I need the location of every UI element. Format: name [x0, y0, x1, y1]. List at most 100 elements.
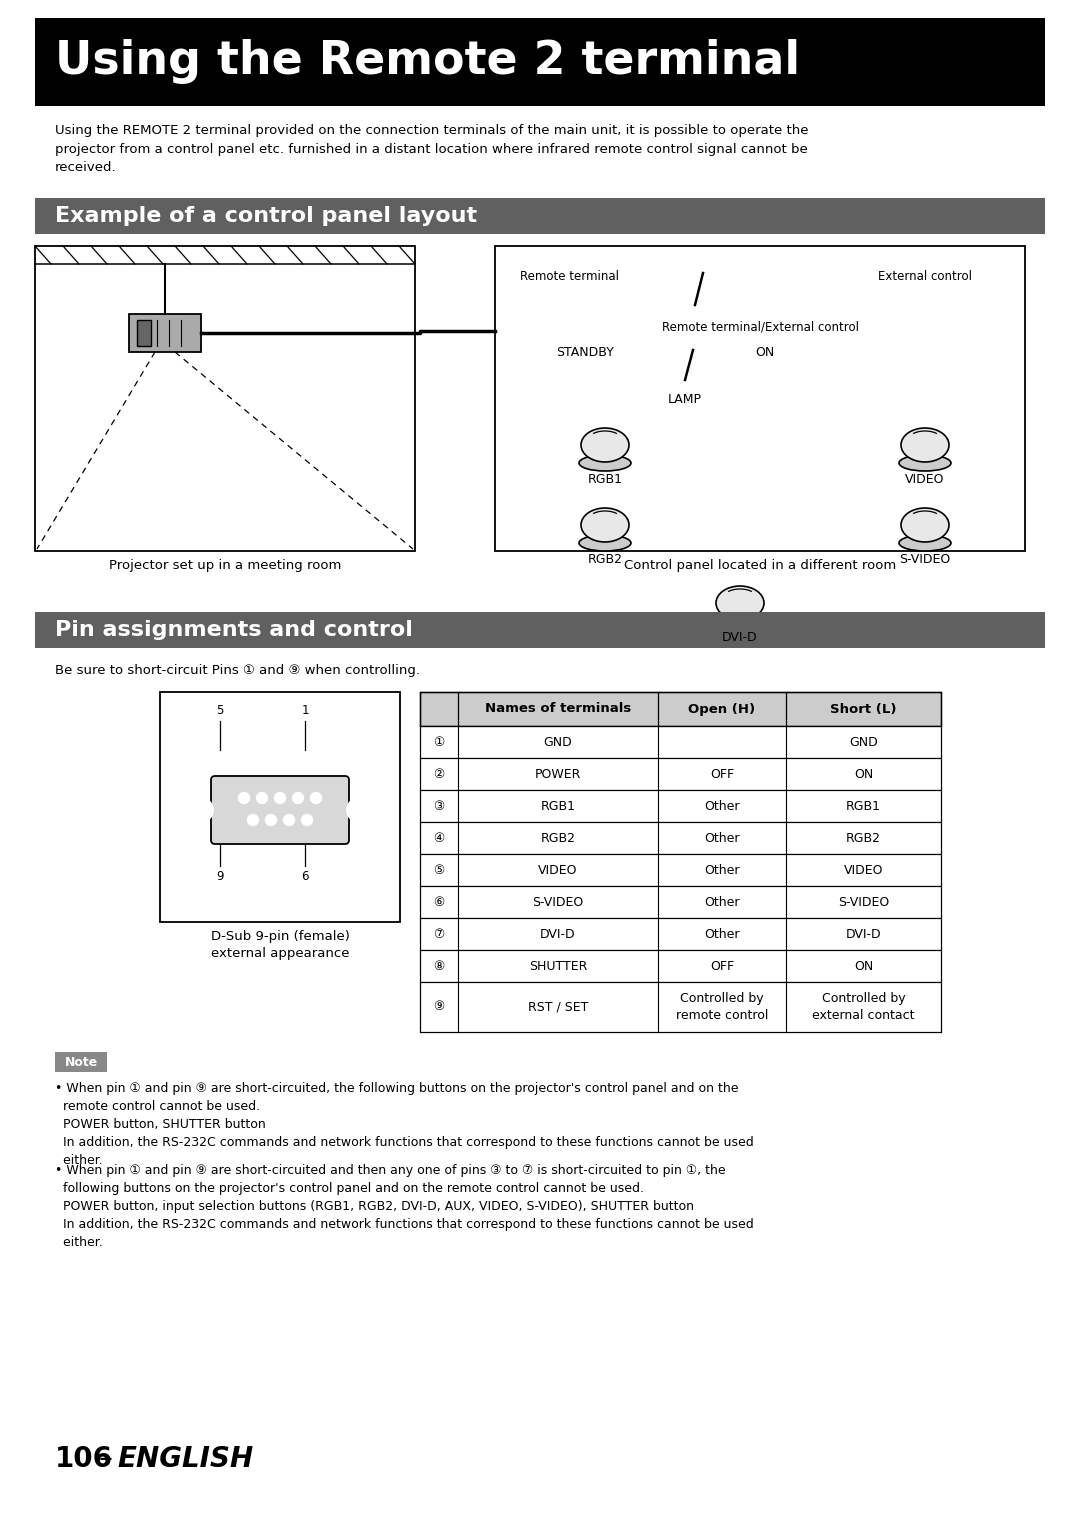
Ellipse shape — [901, 429, 949, 462]
Text: ON: ON — [755, 345, 774, 359]
Bar — [35, 245, 415, 551]
Ellipse shape — [581, 508, 629, 542]
Text: ①: ① — [433, 735, 445, 748]
Text: Other: Other — [704, 800, 740, 812]
Text: RGB2: RGB2 — [540, 832, 576, 844]
Text: External control: External control — [878, 270, 972, 283]
Ellipse shape — [901, 508, 949, 542]
Text: Controlled by
remote control: Controlled by remote control — [676, 992, 768, 1023]
Text: VIDEO: VIDEO — [843, 864, 883, 877]
Text: • When pin ① and pin ⑨ are short-circuited, the following buttons on the project: • When pin ① and pin ⑨ are short-circuit… — [55, 1082, 754, 1167]
Text: 9: 9 — [216, 871, 224, 883]
Text: ⑦: ⑦ — [433, 927, 445, 941]
Ellipse shape — [899, 535, 951, 551]
Text: ②: ② — [433, 768, 445, 780]
Text: OFF: OFF — [710, 768, 734, 780]
Text: VIDEO: VIDEO — [905, 473, 945, 486]
Text: Other: Other — [704, 832, 740, 844]
Circle shape — [266, 815, 276, 826]
Text: DVI-D: DVI-D — [540, 927, 576, 941]
Bar — [129, 314, 201, 351]
Text: GND: GND — [849, 735, 878, 748]
Bar — [420, 758, 941, 789]
Bar — [420, 823, 941, 854]
Bar — [137, 320, 151, 345]
Text: Control panel located in a different room: Control panel located in a different roo… — [624, 559, 896, 573]
Text: Pin assignments and control: Pin assignments and control — [55, 620, 413, 639]
Text: D-Sub 9-pin (female): D-Sub 9-pin (female) — [211, 930, 350, 942]
Bar — [420, 692, 941, 726]
Text: S-VIDEO: S-VIDEO — [532, 895, 583, 909]
Circle shape — [189, 798, 213, 823]
Text: 5: 5 — [216, 703, 224, 717]
Circle shape — [293, 792, 303, 803]
Bar — [55, 1051, 107, 1073]
Text: ⑨: ⑨ — [433, 1000, 445, 1014]
Text: DVI-D: DVI-D — [846, 927, 881, 941]
Ellipse shape — [581, 429, 629, 462]
Text: Be sure to short-circuit Pins ① and ⑨ when controlling.: Be sure to short-circuit Pins ① and ⑨ wh… — [55, 664, 420, 677]
Text: RGB2: RGB2 — [846, 832, 881, 844]
Text: STANDBY: STANDBY — [556, 345, 613, 359]
Bar — [420, 726, 941, 758]
Text: S-VIDEO: S-VIDEO — [838, 895, 889, 909]
Text: ⑥: ⑥ — [433, 895, 445, 909]
Text: Open (H): Open (H) — [688, 703, 756, 715]
Text: Note: Note — [65, 1056, 97, 1068]
Text: Remote terminal/External control: Remote terminal/External control — [661, 320, 859, 333]
Text: OFF: OFF — [710, 959, 734, 973]
Text: Other: Other — [704, 895, 740, 909]
Text: ⑤: ⑤ — [433, 864, 445, 877]
Text: Controlled by
external contact: Controlled by external contact — [812, 992, 915, 1023]
Text: RGB1: RGB1 — [588, 473, 622, 486]
Ellipse shape — [579, 454, 631, 471]
Circle shape — [239, 792, 249, 803]
Text: VIDEO: VIDEO — [538, 864, 578, 877]
Ellipse shape — [714, 614, 766, 629]
Text: Projector set up in a meeting room: Projector set up in a meeting room — [109, 559, 341, 573]
Bar — [420, 789, 941, 823]
Bar — [420, 950, 941, 982]
Text: RGB2: RGB2 — [588, 553, 622, 567]
Text: ENGLISH: ENGLISH — [117, 1445, 253, 1473]
Circle shape — [210, 867, 231, 888]
Text: GND: GND — [543, 735, 572, 748]
Bar — [420, 886, 941, 918]
Text: 6: 6 — [301, 871, 309, 883]
Circle shape — [301, 815, 312, 826]
Circle shape — [294, 867, 316, 888]
Text: S-VIDEO: S-VIDEO — [900, 553, 950, 567]
Bar — [35, 612, 1045, 648]
Text: external appearance: external appearance — [211, 947, 349, 961]
Text: Names of terminals: Names of terminals — [485, 703, 631, 715]
Text: RGB1: RGB1 — [846, 800, 881, 812]
FancyBboxPatch shape — [211, 776, 349, 844]
Text: POWER: POWER — [535, 768, 581, 780]
Text: ③: ③ — [433, 800, 445, 812]
Text: ON: ON — [854, 959, 873, 973]
Circle shape — [210, 698, 231, 721]
Text: SHUTTER: SHUTTER — [529, 959, 588, 973]
Bar — [35, 198, 1045, 233]
Circle shape — [283, 815, 295, 826]
Text: DVI-D: DVI-D — [723, 632, 758, 644]
Ellipse shape — [716, 586, 764, 620]
Text: Using the Remote 2 terminal: Using the Remote 2 terminal — [55, 39, 800, 85]
Circle shape — [688, 298, 702, 312]
Text: RST / SET: RST / SET — [528, 1000, 589, 1014]
Ellipse shape — [579, 535, 631, 551]
Bar — [495, 245, 1025, 551]
Circle shape — [274, 792, 285, 803]
Text: ON: ON — [854, 768, 873, 780]
Circle shape — [247, 815, 258, 826]
Circle shape — [257, 792, 268, 803]
Text: 1: 1 — [301, 703, 309, 717]
Circle shape — [678, 373, 692, 386]
Circle shape — [294, 698, 316, 721]
Text: ④: ④ — [433, 832, 445, 844]
Bar — [420, 982, 941, 1032]
Text: ⑧: ⑧ — [433, 959, 445, 973]
Text: Remote terminal: Remote terminal — [521, 270, 620, 283]
Bar — [420, 854, 941, 886]
Text: Example of a control panel layout: Example of a control panel layout — [55, 206, 477, 226]
